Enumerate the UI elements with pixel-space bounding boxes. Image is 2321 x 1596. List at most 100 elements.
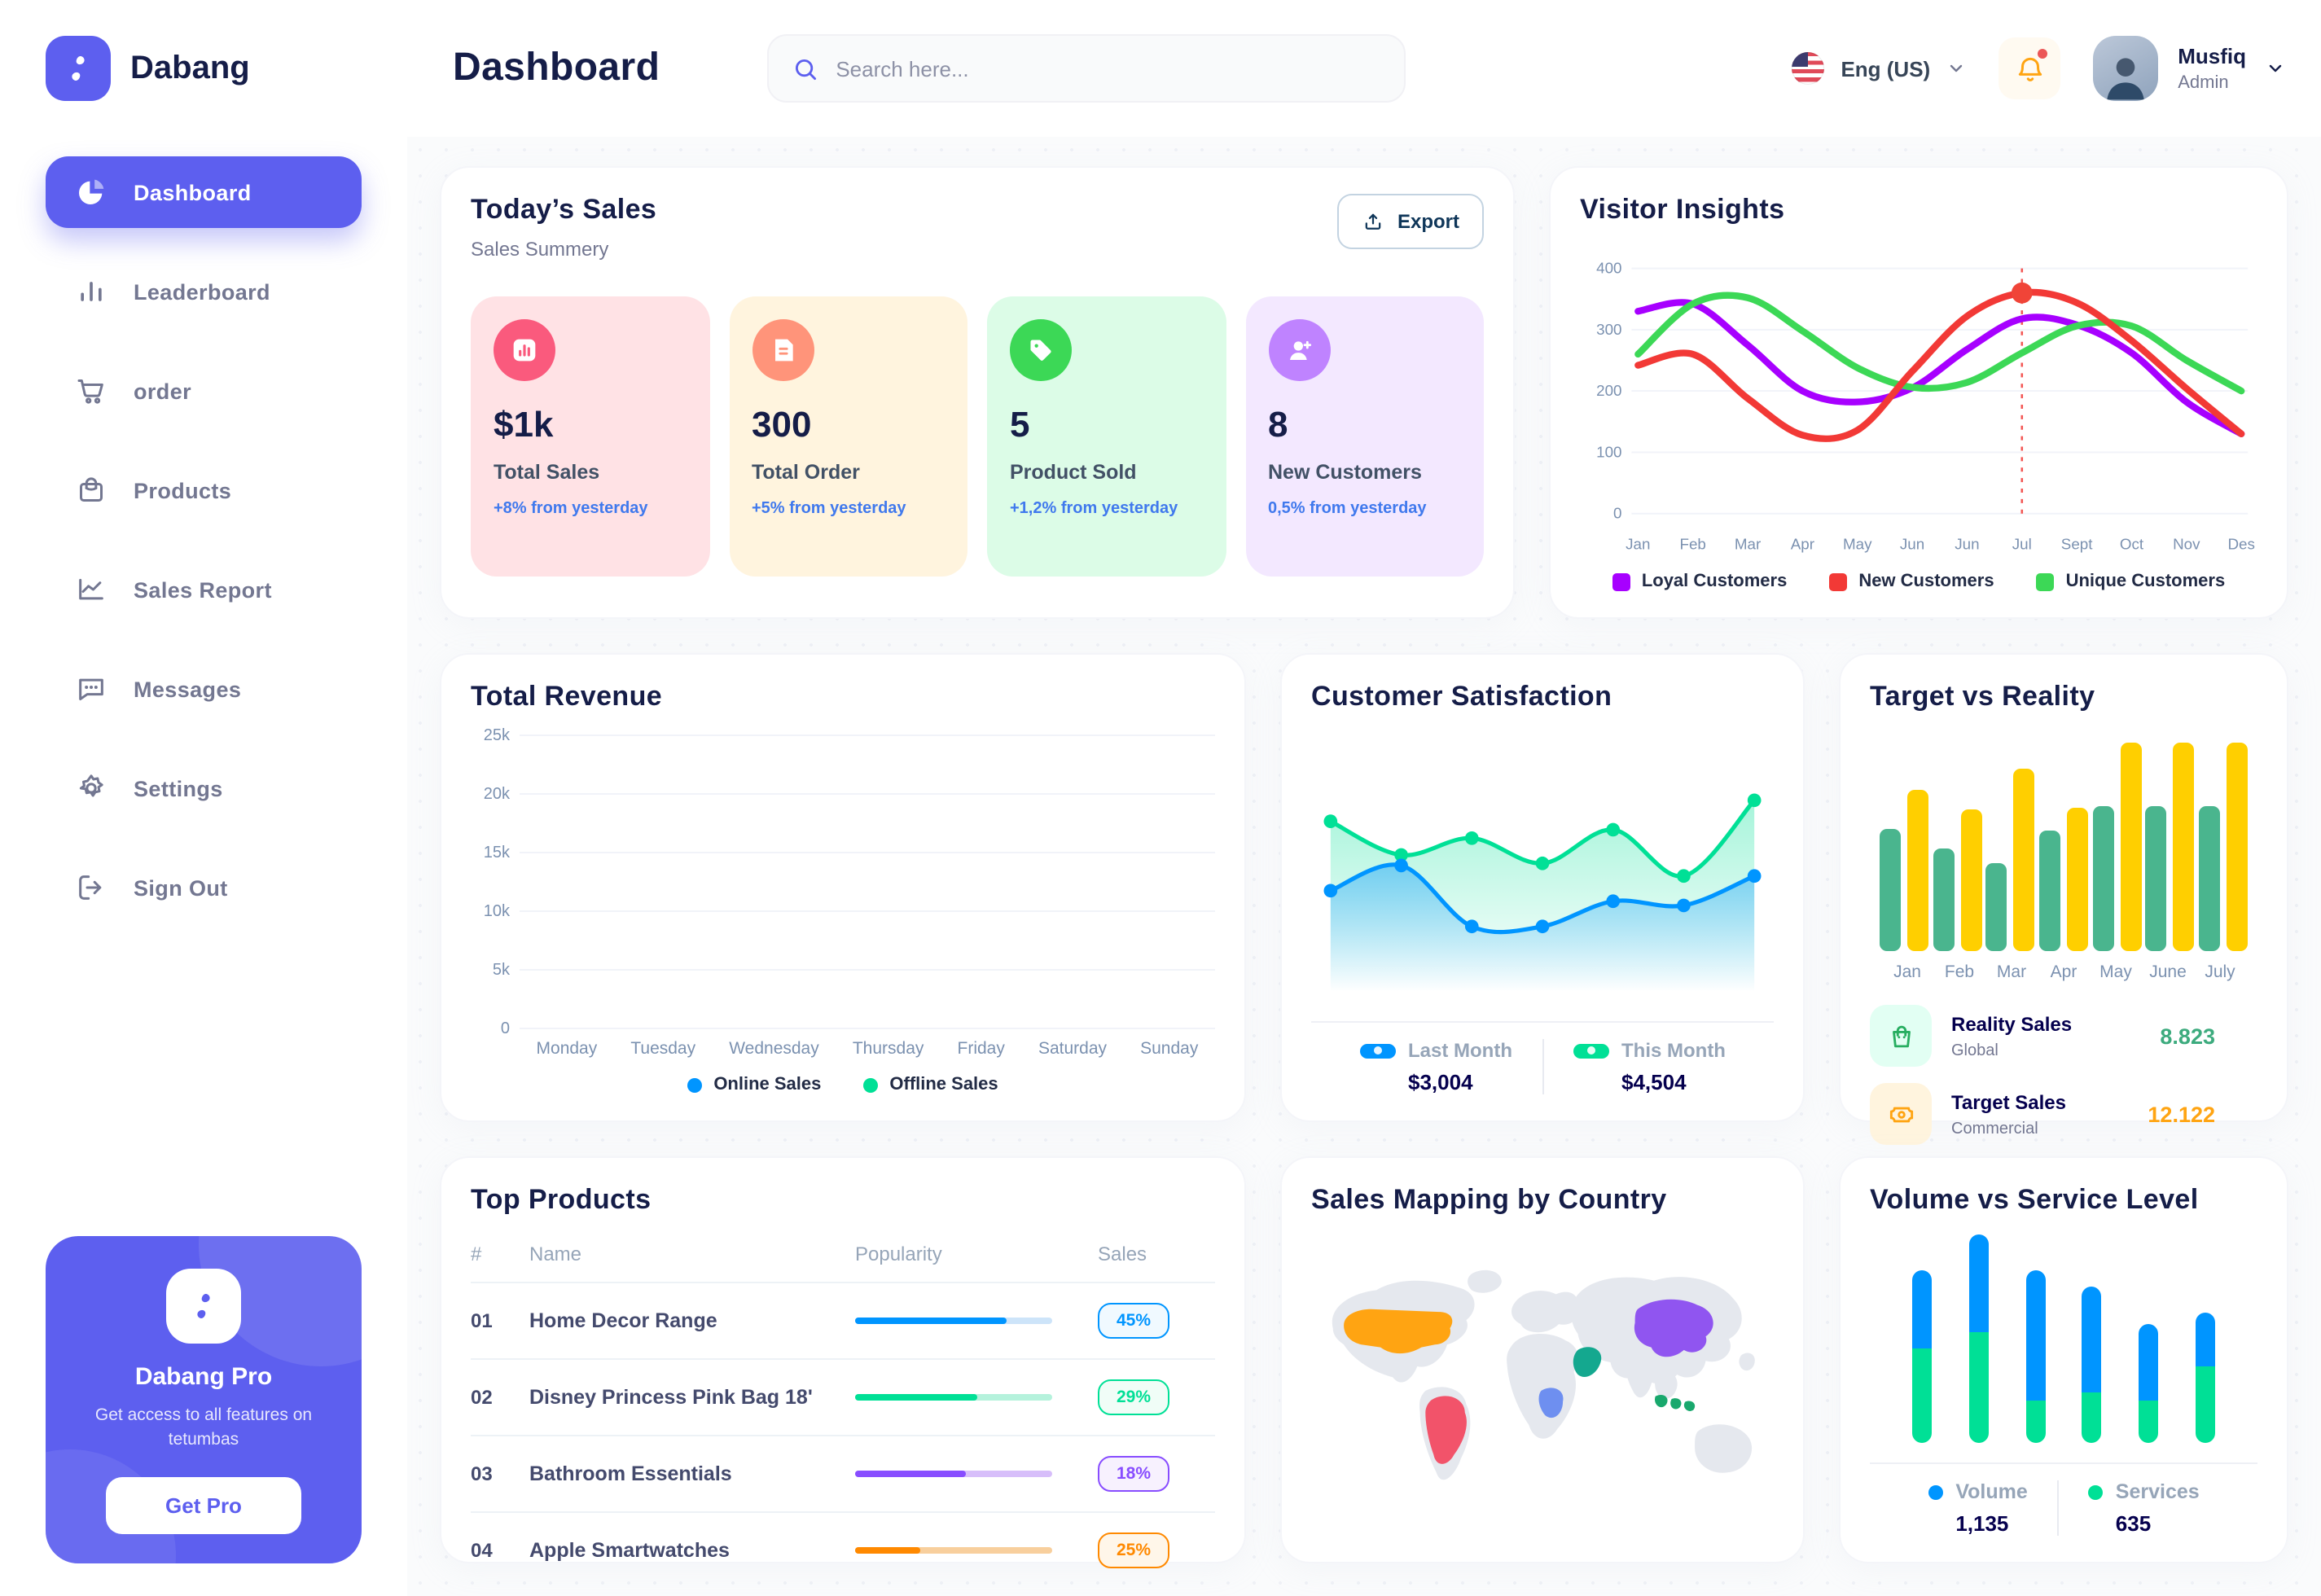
legend-item-volume[interactable]: Volume 1,135 [1928, 1480, 2028, 1536]
sidebar-item-leaderboard[interactable]: Leaderboard [46, 256, 362, 327]
brand-logo-icon [46, 36, 111, 101]
svg-text:100: 100 [1596, 443, 1621, 460]
sidebar-item-label: Leaderboard [134, 279, 270, 304]
bar-target-sales[interactable] [2013, 769, 2035, 951]
x-tick: Friday [957, 1039, 1005, 1059]
revenue-y-axis: 0 5k 10k 15k 20k 25k [471, 727, 520, 1038]
map-country-indonesia[interactable] [1654, 1394, 1696, 1411]
sidebar-item-label: Products [134, 478, 232, 502]
bar-target-sales[interactable] [1960, 809, 1982, 951]
target-vs-reality-chart [1870, 736, 2257, 951]
bar-group-feb [1933, 809, 1982, 951]
bar-target-sales[interactable] [2120, 742, 2142, 951]
legend-label: This Month [1621, 1039, 1726, 1062]
map-country-dr-congo[interactable] [1538, 1388, 1564, 1418]
legend-divider [1542, 1039, 1543, 1094]
sidebar-item-sales-report[interactable]: Sales Report [46, 554, 362, 625]
chevron-down-icon [2266, 59, 2285, 78]
legend-item-offline-sales[interactable]: Offline Sales [863, 1075, 998, 1094]
search-input[interactable] [836, 56, 1382, 81]
stat-delta: +8% from yesterday [494, 500, 648, 518]
row-2: Total Revenue 0 5k 10k 15k 20k 25k Monday Tues… [440, 653, 2288, 1145]
language-selector[interactable]: Eng (US) [1792, 52, 1966, 85]
stacked-bar-6[interactable] [2195, 1313, 2215, 1443]
x-tick: Mar [1996, 962, 2027, 982]
notification-dot [2038, 49, 2048, 59]
user-info: Musfiq Admin [2178, 44, 2246, 93]
bar-volume [1912, 1269, 1932, 1348]
legend-item-this-month[interactable]: This Month $4,504 [1573, 1039, 1726, 1094]
legend-item-last-month[interactable]: Last Month $3,004 [1359, 1039, 1512, 1094]
bar-target-sales[interactable] [1907, 790, 1928, 951]
bar-reality-sales[interactable] [2092, 806, 2114, 951]
bar-reality-sales[interactable] [2038, 831, 2060, 951]
bar-volume [2082, 1287, 2102, 1392]
trend-icon [75, 573, 107, 606]
bar-target-sales[interactable] [2066, 808, 2088, 951]
signout-icon [75, 871, 107, 904]
bar-group-may [2092, 742, 2142, 951]
sidebar-item-order[interactable]: order [46, 355, 362, 427]
brand[interactable]: Dabang [46, 36, 362, 101]
legend-swatch [2036, 572, 2055, 590]
stacked-bar-1[interactable] [1912, 1269, 1932, 1443]
sales-badge: 29% [1098, 1379, 1169, 1415]
column-header: Popularity [855, 1243, 942, 1265]
svg-text:200: 200 [1596, 382, 1621, 399]
legend-item-unique-customers[interactable]: Unique Customers [2036, 572, 2225, 591]
legend-item-new-customers[interactable]: New Customers [1829, 572, 1994, 591]
legend-item-services[interactable]: Services 635 [2087, 1480, 2200, 1536]
stacked-bar-3[interactable] [2025, 1269, 2046, 1443]
popularity-fill [855, 1547, 920, 1554]
top-products-header: # Name Popularity Sales [471, 1236, 1215, 1283]
map-country-united-states[interactable] [1344, 1309, 1453, 1354]
customer-satisfaction-chart [1323, 793, 1762, 992]
bar-reality-sales[interactable] [2145, 806, 2167, 951]
legend-divider [2056, 1480, 2059, 1536]
legend-label: Services [2115, 1480, 2200, 1503]
product-rank: 04 [471, 1539, 493, 1562]
map-country-brazil[interactable] [1425, 1396, 1467, 1464]
legend-swatch [863, 1077, 879, 1092]
sidebar-item-products[interactable]: Products [46, 454, 362, 526]
sidebar-nav: Dashboard Leaderboard order Products Sales R… [46, 156, 362, 923]
page-title: Dashboard [453, 46, 660, 90]
todays-sales-title: Today’s Sales [471, 194, 657, 225]
map-country-saudi-arabia[interactable] [1573, 1347, 1602, 1378]
sales-badge: 18% [1098, 1456, 1169, 1492]
brand-name: Dabang [130, 50, 250, 86]
gear-icon [75, 772, 107, 805]
us-flag-icon [1792, 52, 1825, 85]
sidebar-item-sign-out[interactable]: Sign Out [46, 852, 362, 923]
legend-item-loyal-customers[interactable]: Loyal Customers [1612, 572, 1787, 591]
get-pro-button[interactable]: Get Pro [106, 1477, 301, 1534]
legend-item-online-sales[interactable]: Online Sales [687, 1075, 821, 1094]
user-menu[interactable]: Musfiq Admin [2093, 36, 2285, 101]
bar-group-june [2145, 742, 2195, 951]
bar-reality-sales[interactable] [1880, 829, 1901, 951]
sidebar-item-settings[interactable]: Settings [46, 752, 362, 824]
stacked-bar-5[interactable] [2139, 1323, 2159, 1443]
stacked-bar-2[interactable] [1968, 1234, 1989, 1443]
bar-target-sales[interactable] [2173, 742, 2195, 951]
x-tick: Apr [2050, 962, 2077, 982]
legend-value: $4,504 [1621, 1070, 1687, 1094]
sidebar-item-dashboard[interactable]: Dashboard [46, 156, 362, 228]
row-3: Top Products # Name Popularity Sales 01 Home… [440, 1156, 2288, 1568]
legend-title: Target Sales [1951, 1090, 2066, 1113]
divider [1311, 1021, 1774, 1023]
bar-reality-sales[interactable] [2198, 806, 2220, 951]
stacked-bar-4[interactable] [2082, 1287, 2102, 1443]
notifications-button[interactable] [1999, 37, 2061, 99]
bar-reality-sales[interactable] [1985, 863, 2007, 951]
map-country-china[interactable] [1634, 1299, 1713, 1357]
product-rank: 01 [471, 1309, 493, 1332]
sidebar-item-messages[interactable]: Messages [46, 653, 362, 725]
legend-text: Target Sales Commercial [1951, 1090, 2066, 1138]
x-tick: Thursday [852, 1039, 924, 1059]
export-button[interactable]: Export [1336, 194, 1484, 249]
map-continents [1332, 1269, 1755, 1480]
bar-target-sales[interactable] [2226, 742, 2248, 951]
world-map [1332, 1269, 1755, 1480]
bar-reality-sales[interactable] [1933, 848, 1955, 951]
